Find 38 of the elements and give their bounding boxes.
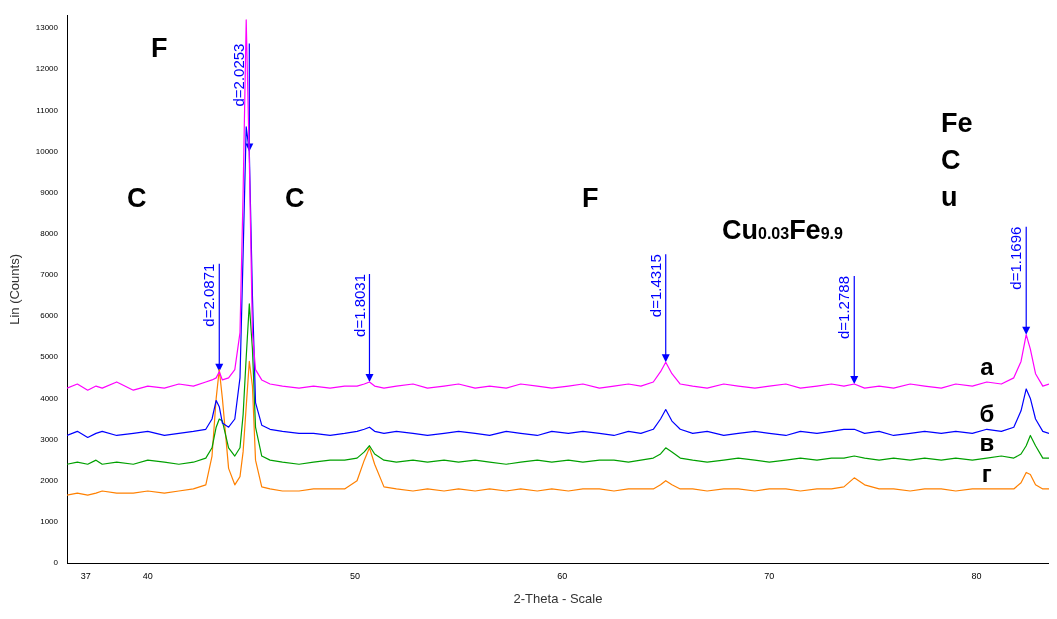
annotation: d=1.8031: [350, 273, 368, 337]
y-tick-label: 12000: [35, 64, 59, 74]
series-label: а: [980, 352, 995, 380]
annotation: F: [582, 183, 599, 214]
annotation: Fe C u: [941, 108, 973, 213]
y-tick-label: 5000: [40, 352, 59, 362]
x-tick-label: 80: [971, 570, 982, 581]
annotation: C: [127, 183, 147, 214]
y-tick-label: 10000: [35, 146, 59, 156]
y-tick-label: 7000: [40, 270, 59, 280]
y-tick-label: 11000: [36, 105, 59, 115]
y-tick-label: 8000: [40, 229, 59, 239]
series-label: в: [979, 428, 995, 456]
y-tick-label: 4000: [40, 393, 59, 403]
y-tick-label: 13000: [35, 23, 59, 33]
y-tick-label: 0: [53, 558, 59, 568]
series-label: г: [981, 459, 992, 487]
annotation: d=2.0871: [200, 263, 218, 327]
annotation: F: [151, 33, 168, 64]
x-tick-label: 70: [764, 570, 775, 581]
annotation: Cu0.03Fe9.9: [722, 215, 843, 246]
x-tick-label: 40: [142, 570, 153, 581]
y-axis-title: Lin (Counts): [7, 253, 23, 325]
annotation: d=2.0253: [230, 43, 248, 107]
annotation: d=1.1696: [1007, 226, 1025, 290]
annotation: d=1.4315: [646, 254, 664, 318]
x-tick-label: 50: [349, 570, 360, 581]
y-tick-label: 2000: [40, 475, 59, 485]
series-label: б: [979, 399, 995, 427]
annotation: d=1.2788: [835, 276, 853, 340]
annotation: C: [285, 183, 305, 214]
y-tick-label: 6000: [40, 311, 59, 321]
y-tick-label: 3000: [40, 434, 59, 444]
x-axis-title: 2-Theta - Scale: [513, 590, 603, 606]
x-tick-label: 60: [557, 570, 568, 581]
x-tick-label: 37: [80, 570, 91, 581]
y-tick-label: 1000: [40, 517, 59, 527]
y-tick-label: 9000: [40, 187, 59, 197]
